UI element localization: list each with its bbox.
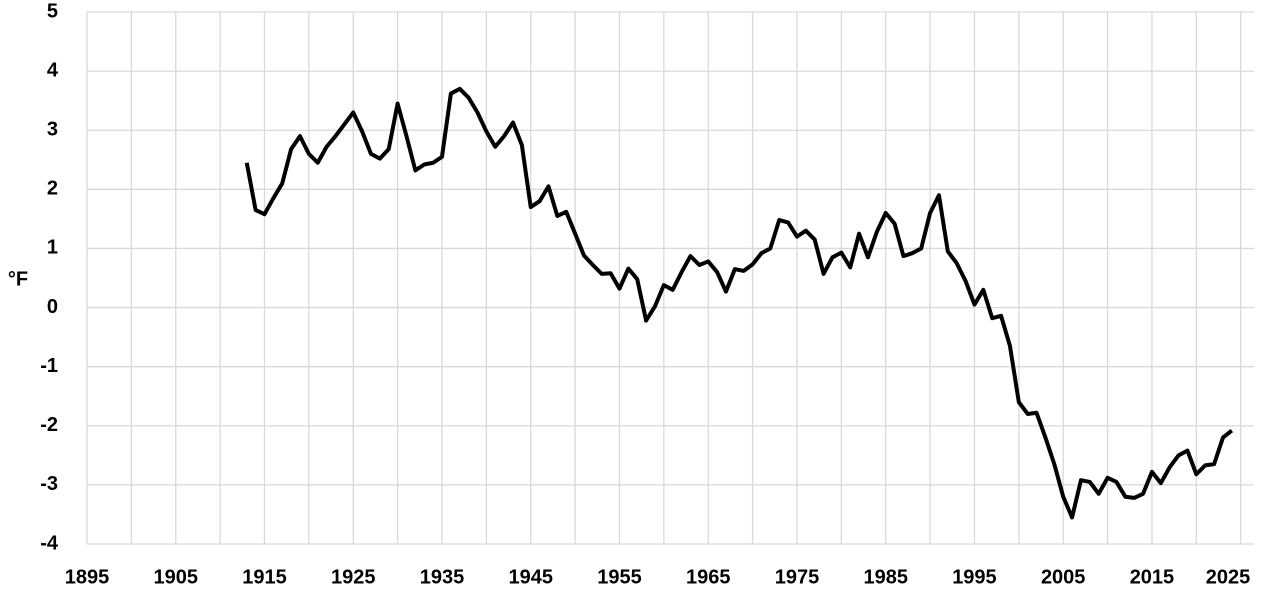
- y-tick-label: 3: [47, 119, 58, 141]
- x-tick-label: 1905: [153, 566, 198, 588]
- x-tick-label: 1955: [597, 566, 642, 588]
- x-tick-label: 1995: [952, 566, 997, 588]
- data-line: [244, 86, 1234, 520]
- x-tick-label: 1985: [863, 566, 908, 588]
- x-tick-label: 2005: [1041, 566, 1086, 588]
- x-tick-label: 2015: [1130, 566, 1175, 588]
- x-tick-label: 1935: [420, 566, 465, 588]
- x-tick-label: 1975: [775, 566, 820, 588]
- y-tick-label: 0: [47, 296, 58, 318]
- x-tick-label: 1945: [508, 566, 553, 588]
- y-tick-label: 4: [47, 59, 59, 81]
- x-tick-label: 2025: [1206, 566, 1251, 588]
- y-tick-label: -3: [40, 473, 58, 495]
- x-tick-label: 1895: [65, 566, 110, 588]
- y-axis-label: °F: [8, 268, 28, 290]
- y-tick-label: -1: [40, 355, 58, 377]
- x-tick-label: 1965: [686, 566, 731, 588]
- y-tick-label: -4: [40, 532, 59, 554]
- y-tick-label: -2: [40, 414, 58, 436]
- y-tick-label: 5: [47, 0, 58, 22]
- y-tick-label: 1: [47, 237, 58, 259]
- y-tick-label: 2: [47, 178, 58, 200]
- x-tick-label: 1915: [242, 566, 287, 588]
- x-tick-label: 1925: [331, 566, 376, 588]
